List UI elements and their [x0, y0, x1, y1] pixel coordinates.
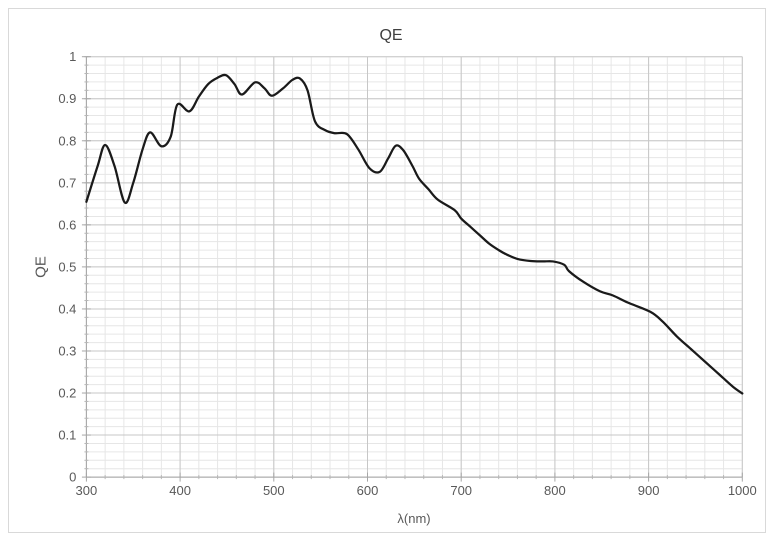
svg-text:300: 300: [76, 483, 98, 498]
svg-text:0.5: 0.5: [58, 259, 76, 274]
svg-text:0.6: 0.6: [58, 217, 76, 232]
svg-text:λ(nm): λ(nm): [397, 511, 430, 526]
svg-text:1: 1: [69, 49, 76, 64]
svg-text:0: 0: [69, 470, 76, 485]
svg-text:800: 800: [544, 483, 566, 498]
svg-text:900: 900: [638, 483, 660, 498]
svg-text:500: 500: [263, 483, 285, 498]
svg-text:QE: QE: [379, 27, 402, 44]
svg-text:0.1: 0.1: [58, 428, 76, 443]
svg-text:0.7: 0.7: [58, 175, 76, 190]
svg-text:0.8: 0.8: [58, 133, 76, 148]
svg-text:1000: 1000: [728, 483, 757, 498]
svg-text:0.4: 0.4: [58, 301, 76, 316]
svg-text:0.2: 0.2: [58, 386, 76, 401]
svg-text:0.3: 0.3: [58, 343, 76, 358]
svg-text:600: 600: [357, 483, 379, 498]
svg-text:0.9: 0.9: [58, 91, 76, 106]
svg-text:400: 400: [169, 483, 191, 498]
svg-text:700: 700: [450, 483, 472, 498]
